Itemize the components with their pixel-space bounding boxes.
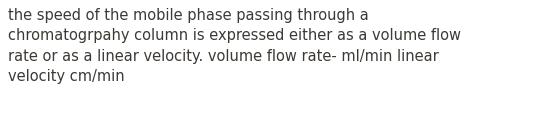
Text: the speed of the mobile phase passing through a
chromatogrpahy column is express: the speed of the mobile phase passing th… (8, 8, 461, 84)
